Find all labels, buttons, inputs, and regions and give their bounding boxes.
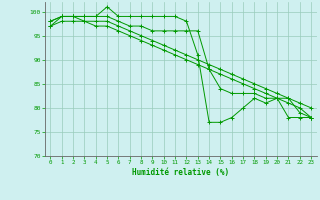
X-axis label: Humidité relative (%): Humidité relative (%) (132, 168, 229, 177)
